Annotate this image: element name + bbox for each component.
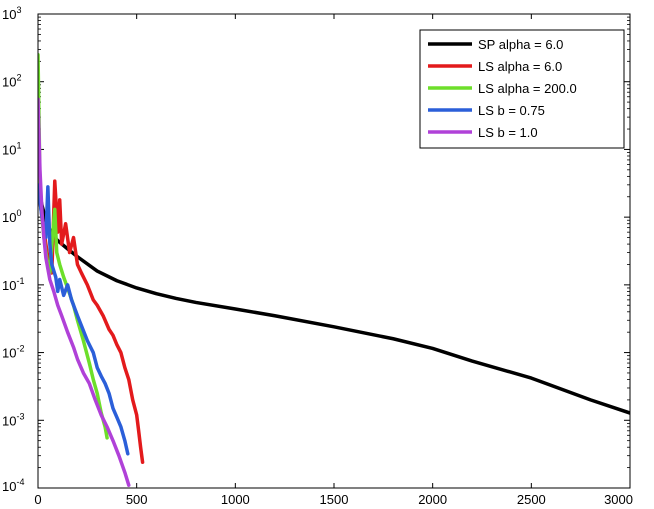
y-tick-label: 101 [2,140,21,157]
y-tick-base: 10 [2,210,16,225]
y-tick-base: 10 [2,479,16,494]
series-layer [38,53,630,487]
y-tick-exponent: 1 [16,140,21,150]
series-line-3 [38,183,130,456]
legend-label: LS b = 0.75 [478,103,545,118]
axis-ticks: 0 500 1000 1500 2000 2500 300010-410-310-210-1… [2,5,633,507]
legend-label: SP alpha = 6.0 [478,37,563,52]
y-tick-label: 10-4 [2,477,24,494]
y-tick-base: 10 [2,278,16,293]
y-tick-base: 10 [2,75,16,90]
x-tick-label: 3000 [604,492,633,507]
y-tick-exponent: -2 [16,344,24,354]
y-tick-exponent: 3 [16,5,21,15]
y-tick-label: 10-1 [2,276,24,293]
legend-label: LS alpha = 6.0 [478,59,562,74]
y-tick-base: 10 [2,7,16,22]
series-line-4 [38,97,131,487]
x-tick-label: 1500 [320,492,349,507]
y-tick-label: 102 [2,73,21,90]
y-tick-label: 103 [2,5,21,22]
y-tick-exponent: 2 [16,73,21,83]
x-tick-label: 1000 [221,492,250,507]
series-line-1 [38,179,145,464]
plot-frame [37,13,631,489]
y-tick-label: 10-3 [2,411,24,428]
legend-label: LS b = 1.0 [478,125,538,140]
y-tick-label: 100 [2,208,21,225]
x-tick-label: 0 [34,492,41,507]
x-tick-label: 2000 [418,492,447,507]
y-tick-base: 10 [2,142,16,157]
x-tick-label: 2500 [517,492,546,507]
legend: SP alpha = 6.0 LS alpha = 6.0 LS alpha = 2… [419,29,625,149]
y-tick-label: 10-2 [2,344,24,361]
y-tick-exponent: -1 [16,276,24,286]
y-tick-base: 10 [2,413,16,428]
y-tick-base: 10 [2,346,16,361]
y-tick-exponent: 0 [16,208,21,218]
y-tick-exponent: -3 [16,411,24,421]
legend-label: LS alpha = 200.0 [478,81,577,96]
x-tick-label: 500 [126,492,148,507]
y-tick-exponent: -4 [16,477,24,487]
